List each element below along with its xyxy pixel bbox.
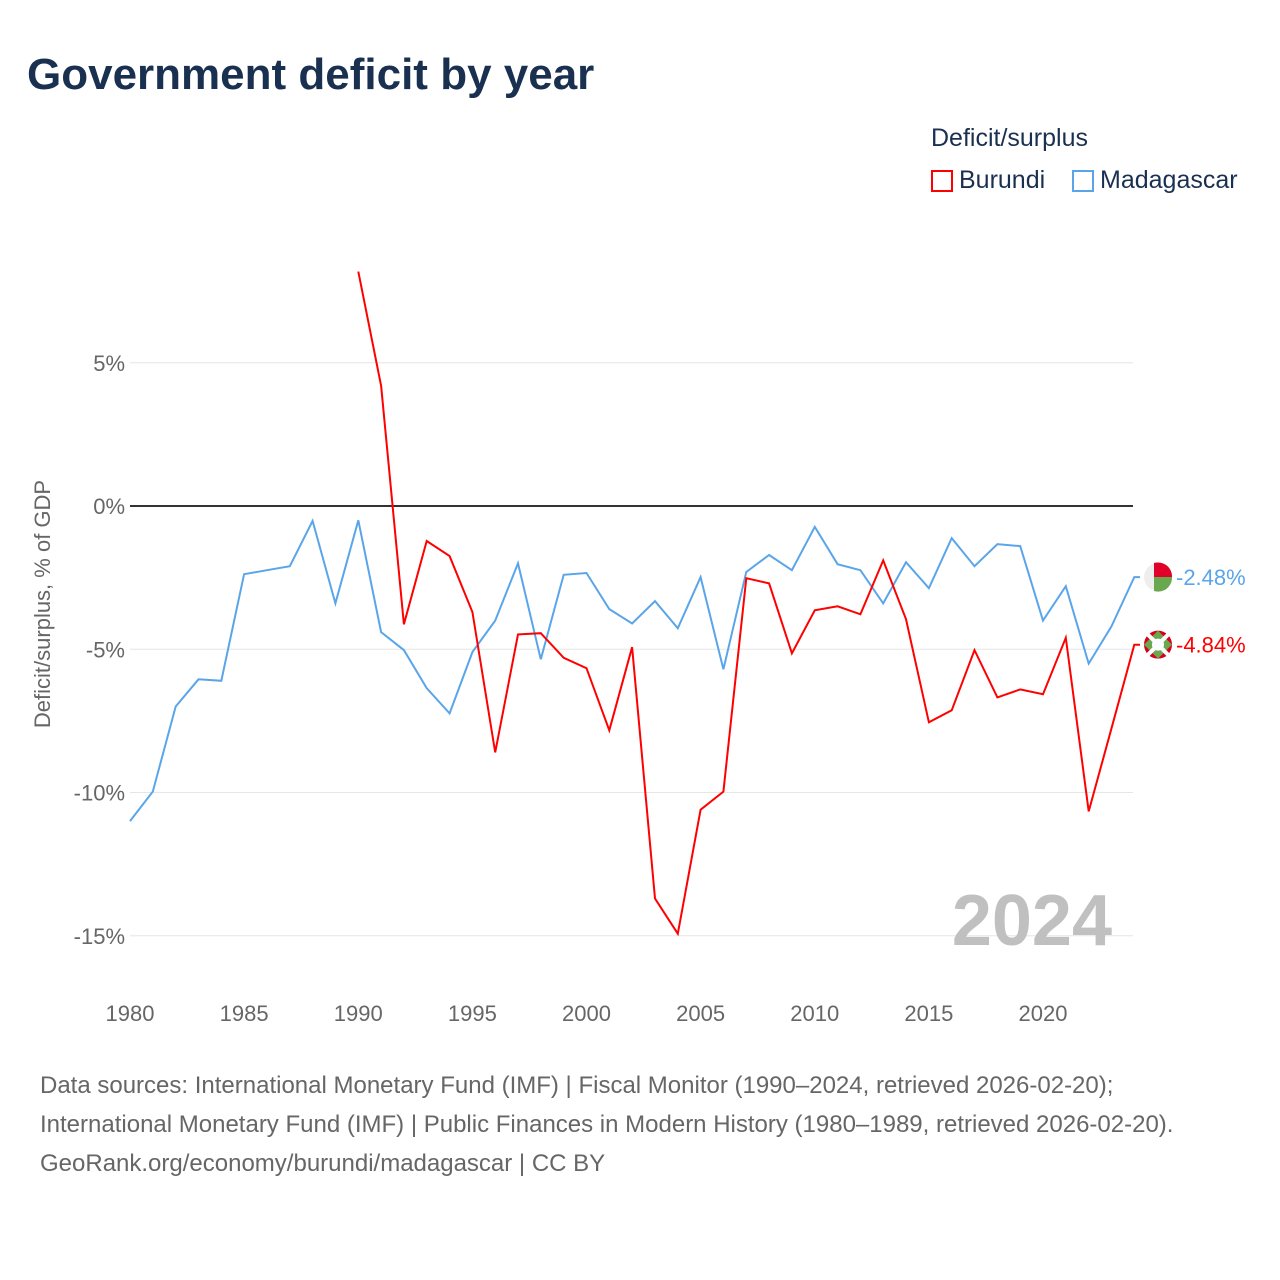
x-tick-label: 1995 — [448, 1001, 497, 1026]
series-line-burundi — [357, 271, 1140, 937]
y-tick-label: 0% — [93, 494, 125, 519]
data-sources-text: Data sources: International Monetary Fun… — [40, 1072, 1174, 1138]
legend-label: Burundi — [959, 166, 1046, 194]
end-value-label: -2.48% — [1176, 565, 1246, 590]
flag-red — [1154, 562, 1173, 578]
legend-item-burundi[interactable]: Burundi — [931, 166, 1045, 195]
flag-green — [1154, 577, 1173, 592]
legend-title: Deficit/surplus — [931, 124, 1088, 152]
x-tick-label: 1990 — [334, 1001, 383, 1026]
x-tick-label: 2010 — [790, 1001, 839, 1026]
x-tick-label: 2000 — [562, 1001, 611, 1026]
y-axis-label: Deficit/surplus, % of GDP — [30, 480, 55, 728]
y-tick-label: -10% — [74, 781, 125, 806]
legend-swatch — [1072, 169, 1094, 192]
attribution-link[interactable]: GeoRank.org/economy/burundi/madagascar |… — [40, 1150, 606, 1177]
legend-label: Madagascar — [1100, 166, 1238, 194]
x-tick-label: 2005 — [676, 1001, 725, 1026]
y-tick-label: -15% — [74, 924, 125, 949]
y-tick-label: -5% — [86, 637, 125, 662]
sources: Data sources: International Monetary Fun… — [40, 1066, 1240, 1183]
legend-item-madagascar[interactable]: Madagascar — [1072, 166, 1238, 195]
chart-title: Government deficit by year — [27, 50, 595, 99]
legend-swatch — [931, 169, 953, 192]
end-value-label: -4.84% — [1176, 633, 1246, 658]
flag-disc — [1152, 638, 1164, 651]
year-watermark: 2024 — [952, 881, 1112, 961]
series-line-madagascar — [129, 518, 1140, 822]
x-tick-label: 1985 — [220, 1001, 269, 1026]
y-tick-label: 5% — [93, 351, 125, 376]
x-tick-label: 2020 — [1019, 1001, 1068, 1026]
x-tick-label: 2015 — [904, 1001, 953, 1026]
x-tick-label: 1980 — [106, 1001, 155, 1026]
